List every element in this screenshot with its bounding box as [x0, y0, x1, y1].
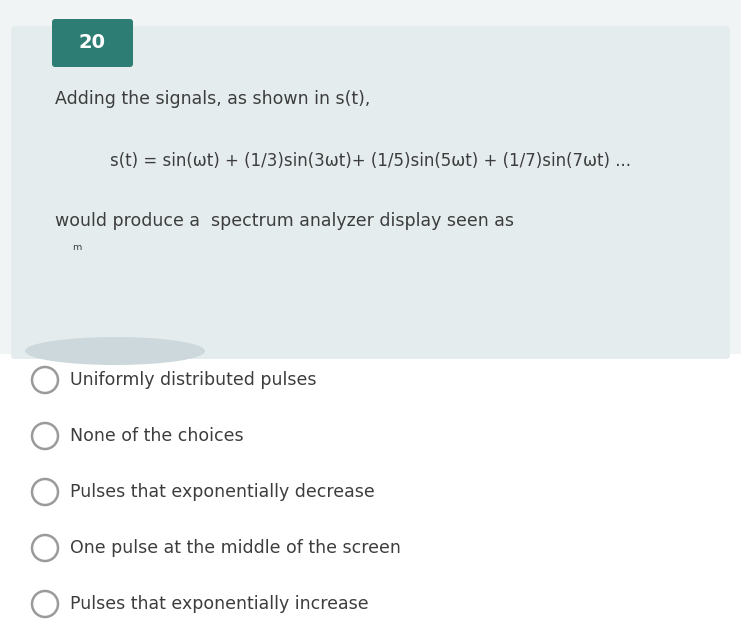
Text: s(t) = sin(ωt) + (1/3)sin(3ωt)+ (1/5)sin(5ωt) + (1/7)sin(7ωt) ...: s(t) = sin(ωt) + (1/3)sin(3ωt)+ (1/5)sin… — [110, 152, 631, 170]
Text: Uniformly distributed pulses: Uniformly distributed pulses — [70, 371, 316, 389]
Text: 20: 20 — [79, 33, 106, 52]
FancyBboxPatch shape — [52, 19, 133, 67]
Text: Adding the signals, as shown in s(t),: Adding the signals, as shown in s(t), — [55, 90, 370, 108]
Ellipse shape — [25, 337, 205, 365]
Text: Pulses that exponentially decrease: Pulses that exponentially decrease — [70, 483, 375, 501]
Text: Pulses that exponentially increase: Pulses that exponentially increase — [70, 595, 368, 613]
Text: ᵐ: ᵐ — [72, 243, 82, 259]
FancyBboxPatch shape — [11, 26, 730, 359]
Text: None of the choices: None of the choices — [70, 427, 244, 445]
Text: One pulse at the middle of the screen: One pulse at the middle of the screen — [70, 539, 401, 557]
Text: would produce a  spectrum analyzer display seen as: would produce a spectrum analyzer displa… — [55, 212, 514, 230]
FancyBboxPatch shape — [0, 354, 741, 629]
